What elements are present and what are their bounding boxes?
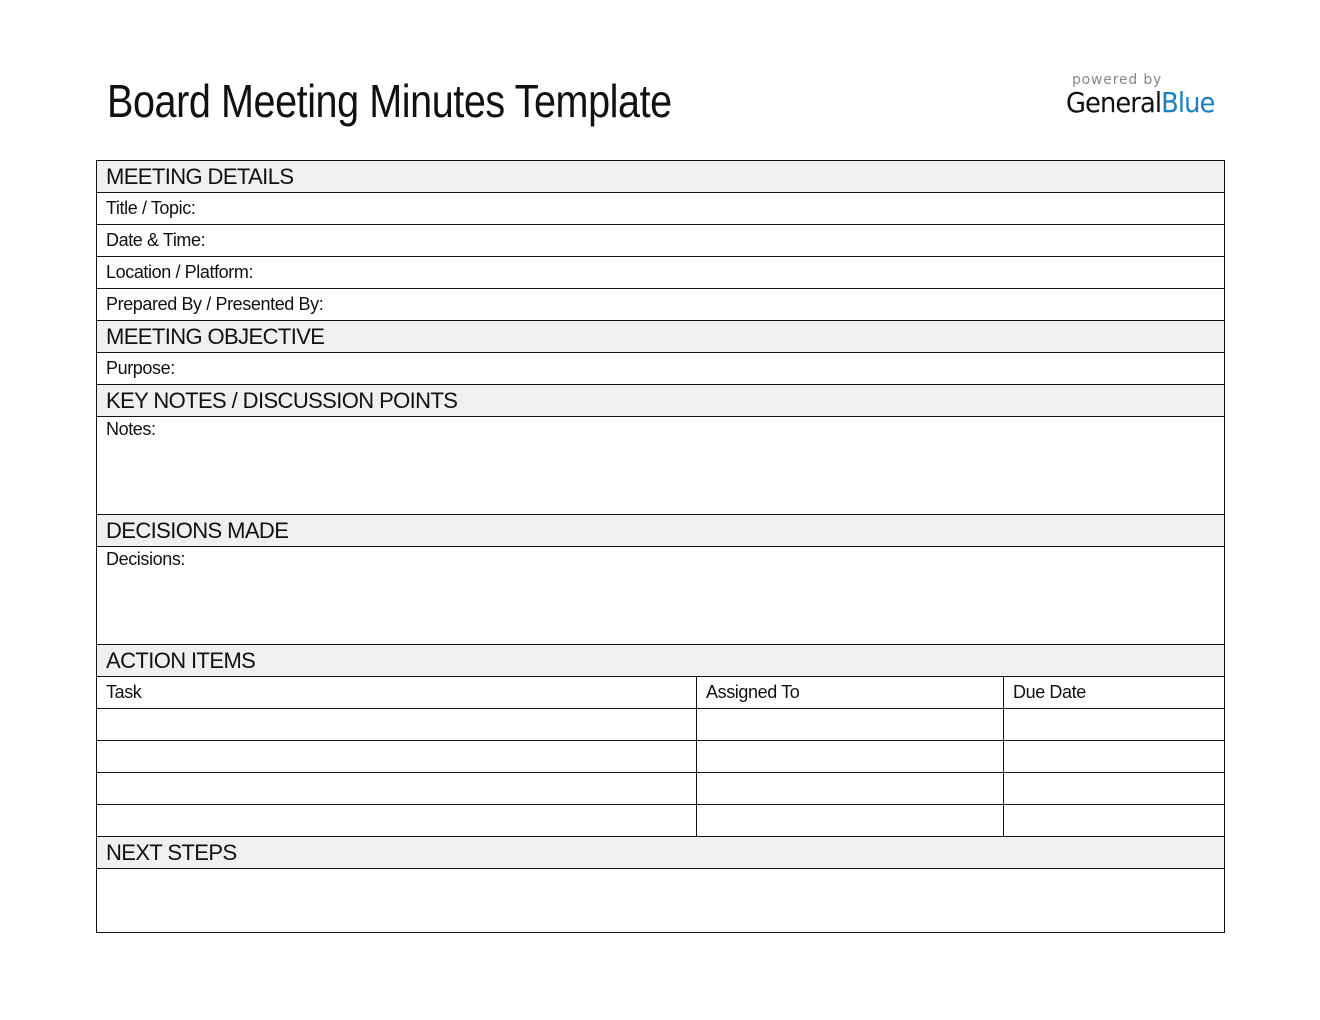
task-cell[interactable] (96, 740, 697, 773)
brand-name: GeneralBlue (1066, 86, 1215, 119)
minutes-table: MEETING DETAILS Title / Topic: Date & Ti… (95, 160, 1226, 933)
assigned-cell[interactable] (696, 740, 1004, 773)
next-steps-field[interactable] (95, 868, 1226, 933)
assigned-cell[interactable] (696, 708, 1004, 741)
column-header-due-date: Due Date (1002, 676, 1226, 709)
action-row (96, 708, 1226, 741)
brand-general: General (1066, 86, 1162, 119)
generalblue-logo: powered by GeneralBlue (1066, 72, 1227, 119)
section-meeting-details: MEETING DETAILS (95, 160, 1226, 193)
powered-by-text: powered by (1072, 72, 1163, 88)
column-header-assigned-to: Assigned To (696, 676, 1004, 709)
assigned-cell[interactable] (696, 804, 1004, 837)
brand-blue: Blue (1161, 86, 1215, 119)
section-action-items: ACTION ITEMS (95, 644, 1226, 677)
task-cell[interactable] (96, 804, 697, 837)
section-key-notes: KEY NOTES / DISCUSSION POINTS (95, 384, 1226, 417)
location-field[interactable]: Location / Platform: (95, 256, 1226, 289)
action-row (96, 804, 1226, 837)
due-date-cell[interactable] (1002, 740, 1226, 773)
section-next-steps: NEXT STEPS (95, 836, 1226, 869)
task-cell[interactable] (96, 772, 697, 805)
prepared-by-field[interactable]: Prepared By / Presented By: (95, 288, 1226, 321)
section-meeting-objective: MEETING OBJECTIVE (95, 320, 1226, 353)
action-row (96, 740, 1226, 773)
date-time-field[interactable]: Date & Time: (95, 224, 1226, 257)
purpose-field[interactable]: Purpose: (95, 352, 1226, 385)
assigned-cell[interactable] (696, 772, 1004, 805)
page-title: Board Meeting Minutes Template (107, 75, 672, 127)
title-field[interactable]: Title / Topic: (95, 192, 1226, 225)
due-date-cell[interactable] (1002, 804, 1226, 837)
due-date-cell[interactable] (1002, 708, 1226, 741)
due-date-cell[interactable] (1002, 772, 1226, 805)
notes-field[interactable]: Notes: (95, 416, 1226, 515)
section-decisions: DECISIONS MADE (95, 514, 1226, 547)
task-cell[interactable] (96, 708, 697, 741)
decisions-field[interactable]: Decisions: (95, 546, 1226, 645)
column-header-task: Task (96, 676, 697, 709)
action-row (96, 772, 1226, 805)
